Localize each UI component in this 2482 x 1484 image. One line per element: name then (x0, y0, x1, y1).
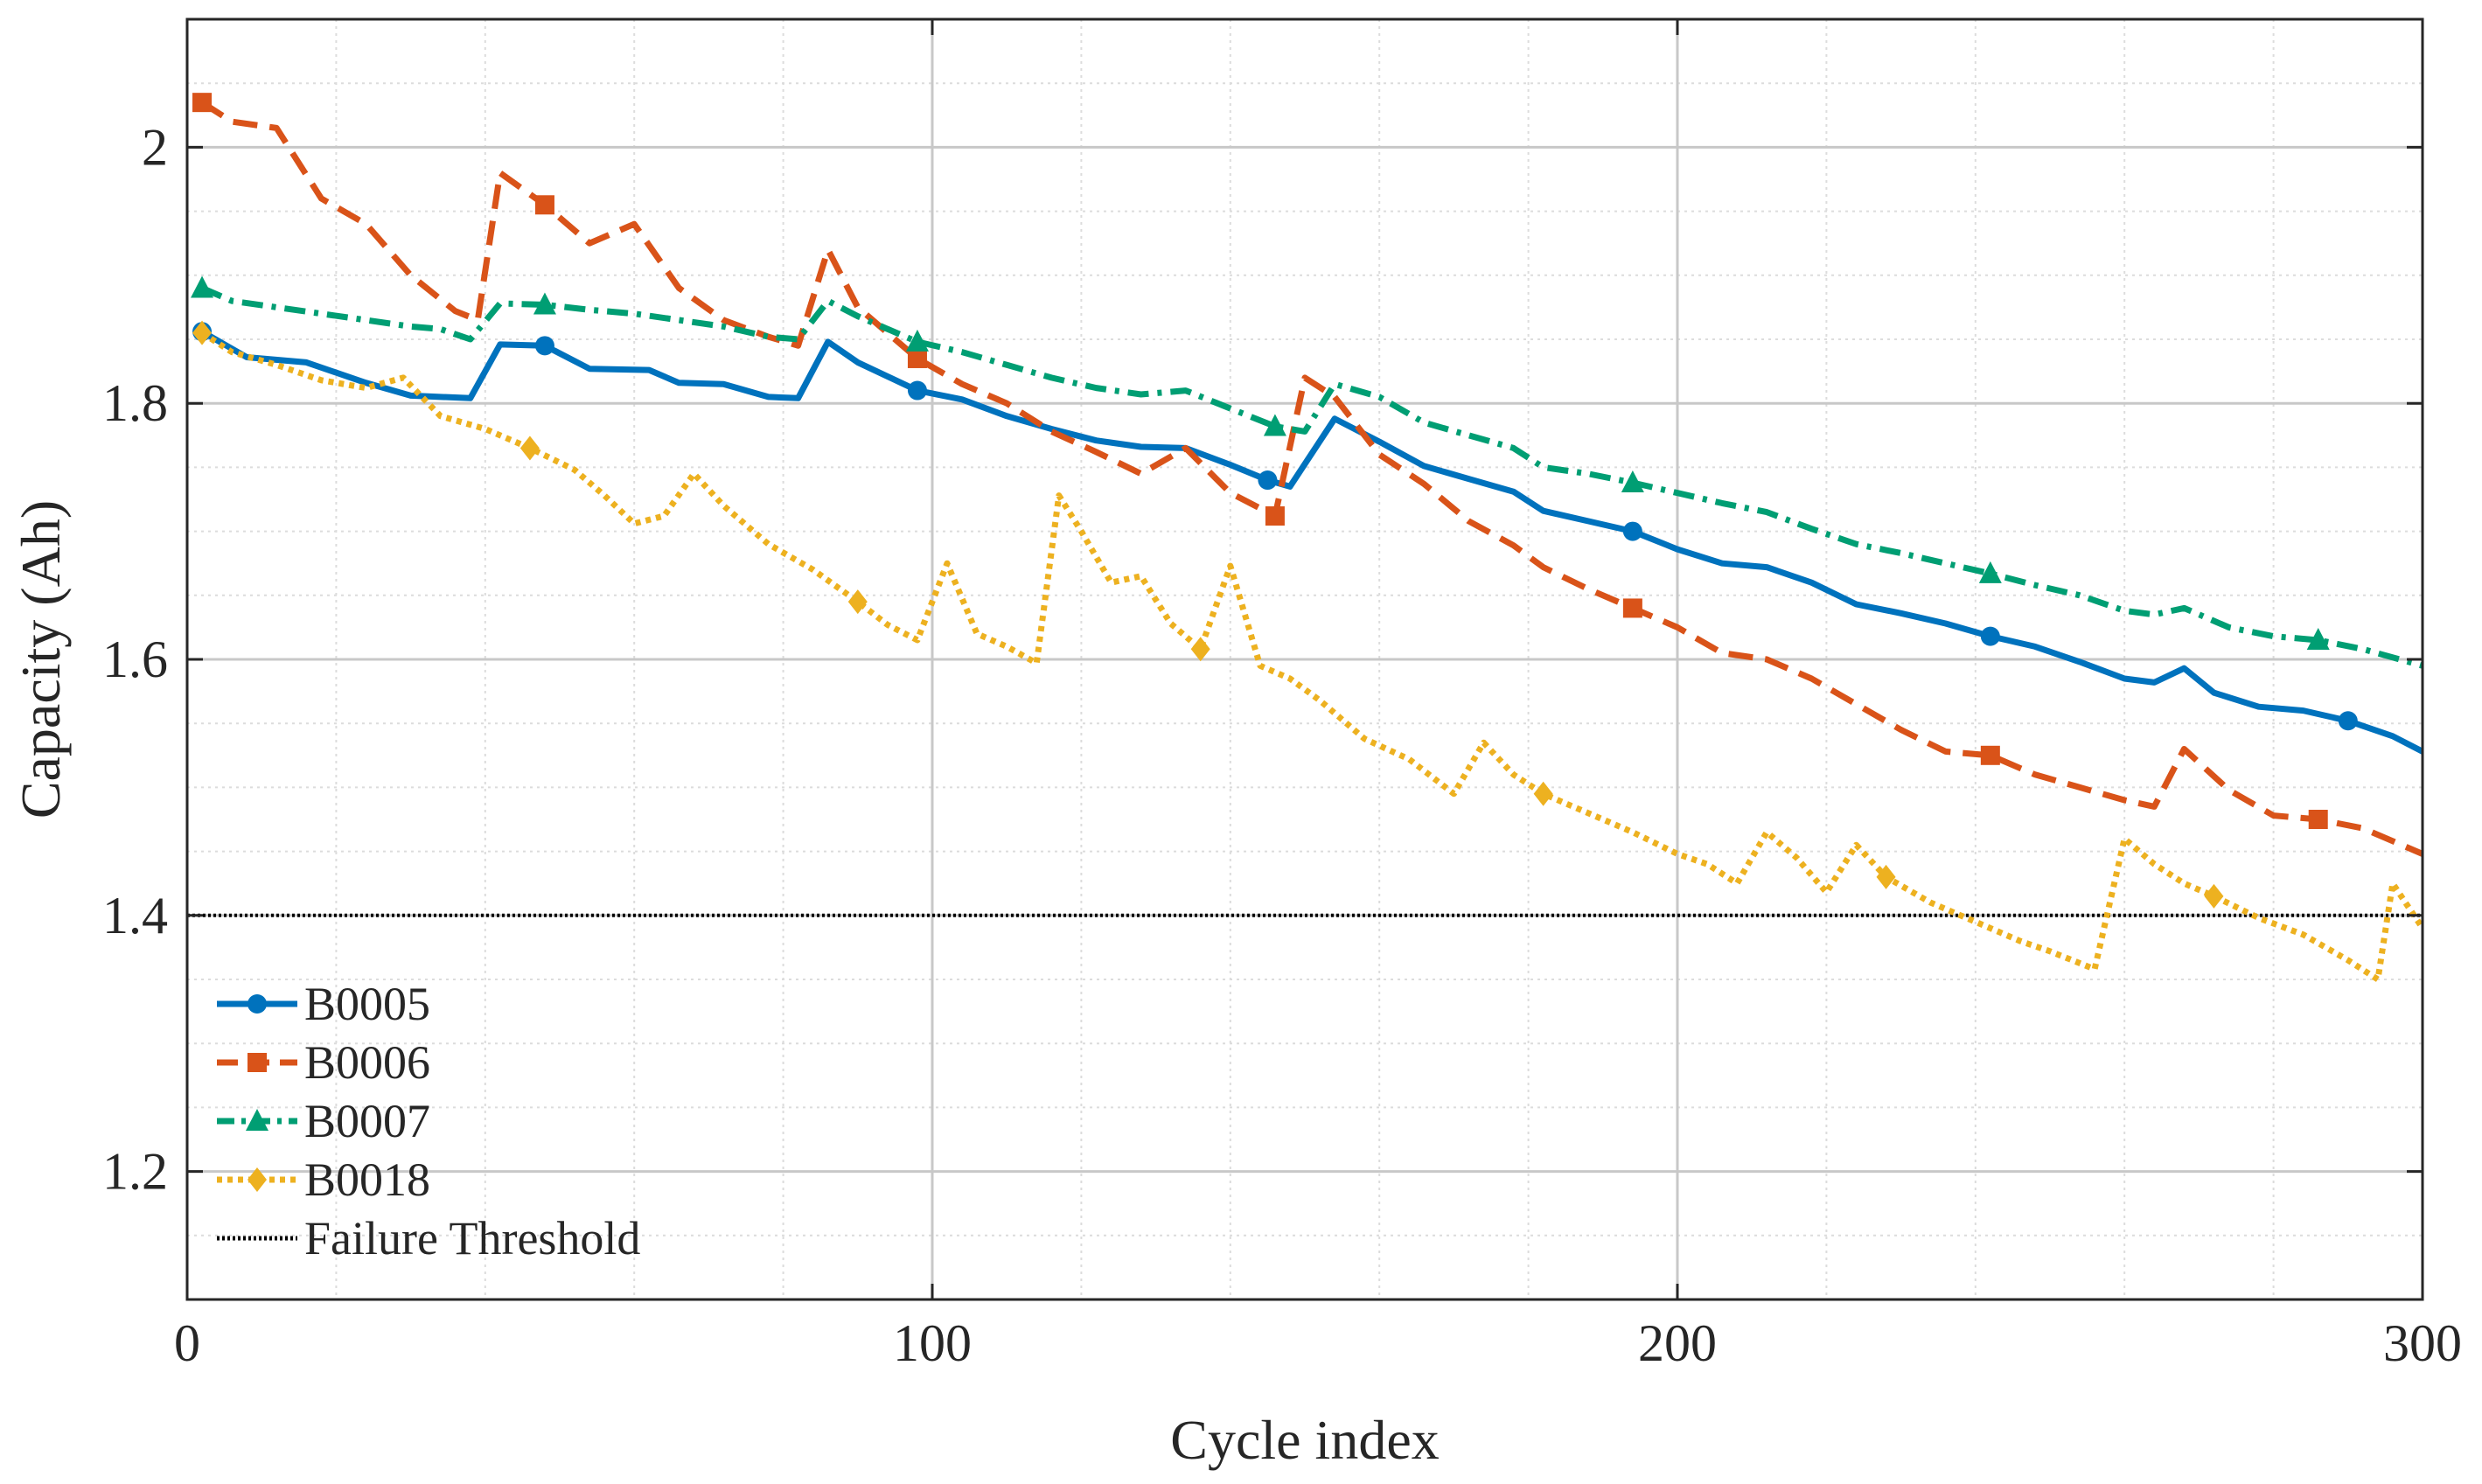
series-b0018 (192, 320, 2425, 983)
data-point-b0007 (1621, 470, 1644, 492)
legend-marker-b0006 (248, 1053, 267, 1072)
x-tick-labels: 0 100 200 300 (174, 1314, 2462, 1372)
data-point-b0007 (1978, 561, 2002, 583)
data-point-b0005 (1258, 470, 1278, 491)
y-tick-label: 1.2 (102, 1143, 168, 1201)
data-point-b0007 (1263, 414, 1286, 436)
y-tick-label: 1.8 (102, 374, 168, 432)
x-tick-label: 300 (2383, 1314, 2462, 1372)
ticks-layer (185, 19, 2424, 1299)
series-b0007 (191, 275, 2423, 669)
data-point-b0007 (905, 329, 929, 352)
legend-label-b0018: B0018 (304, 1153, 430, 1206)
legend: B0005 B0006 B0007 B0018 Failure Threshol… (217, 978, 640, 1265)
data-point-b0018 (192, 320, 213, 345)
data-point-b0018 (1876, 864, 1896, 889)
legend-label-b0006: B0006 (304, 1036, 430, 1089)
data-point-b0007 (191, 275, 214, 298)
y-tick-label: 1.4 (102, 887, 168, 944)
legend-label-b0005: B0005 (304, 978, 430, 1030)
data-point-b0018 (1190, 637, 1210, 662)
data-point-b0018 (1533, 781, 1553, 806)
data-point-b0006 (1980, 745, 2000, 765)
series-line-b0018 (200, 330, 2425, 983)
data-point-b0007 (533, 292, 556, 315)
series-line-b0005 (200, 329, 2424, 755)
legend-label-b0007: B0007 (304, 1095, 430, 1147)
series-layer (191, 93, 2425, 983)
series-line-b0007 (200, 285, 2423, 669)
legend-marker-b0005 (248, 994, 267, 1014)
legend-marker-b0018 (248, 1167, 267, 1192)
data-point-b0018 (847, 589, 868, 615)
data-point-b0006 (1622, 598, 1642, 618)
x-axis-label: Cycle index (1170, 1409, 1439, 1471)
legend-marker-b0007 (246, 1109, 268, 1131)
legend-label-threshold: Failure Threshold (304, 1212, 640, 1265)
y-axis-label: Capacity (Ah) (10, 500, 72, 819)
y-tick-labels: 1.2 1.4 1.6 1.8 2 (102, 118, 168, 1200)
data-point-b0006 (907, 348, 927, 368)
data-point-b0006 (534, 195, 554, 215)
data-point-b0005 (1980, 626, 2000, 646)
y-tick-label: 2 (142, 118, 168, 176)
data-point-b0018 (2204, 883, 2224, 909)
data-point-b0007 (2306, 628, 2330, 651)
data-point-b0006 (1265, 506, 1285, 526)
x-tick-label: 0 (174, 1314, 200, 1372)
series-b0006 (192, 93, 2424, 857)
minor-grid (187, 19, 2423, 1299)
x-tick-label: 200 (1638, 1314, 1717, 1372)
major-grid (187, 19, 2423, 1299)
data-point-b0005 (907, 380, 927, 401)
data-point-b0005 (1622, 521, 1642, 541)
data-point-b0005 (2338, 711, 2358, 731)
data-point-b0018 (519, 435, 540, 461)
x-tick-label: 100 (893, 1314, 972, 1372)
data-point-b0006 (2308, 810, 2328, 829)
data-point-b0006 (192, 93, 213, 113)
data-point-b0005 (534, 336, 554, 356)
y-tick-label: 1.6 (102, 631, 168, 688)
